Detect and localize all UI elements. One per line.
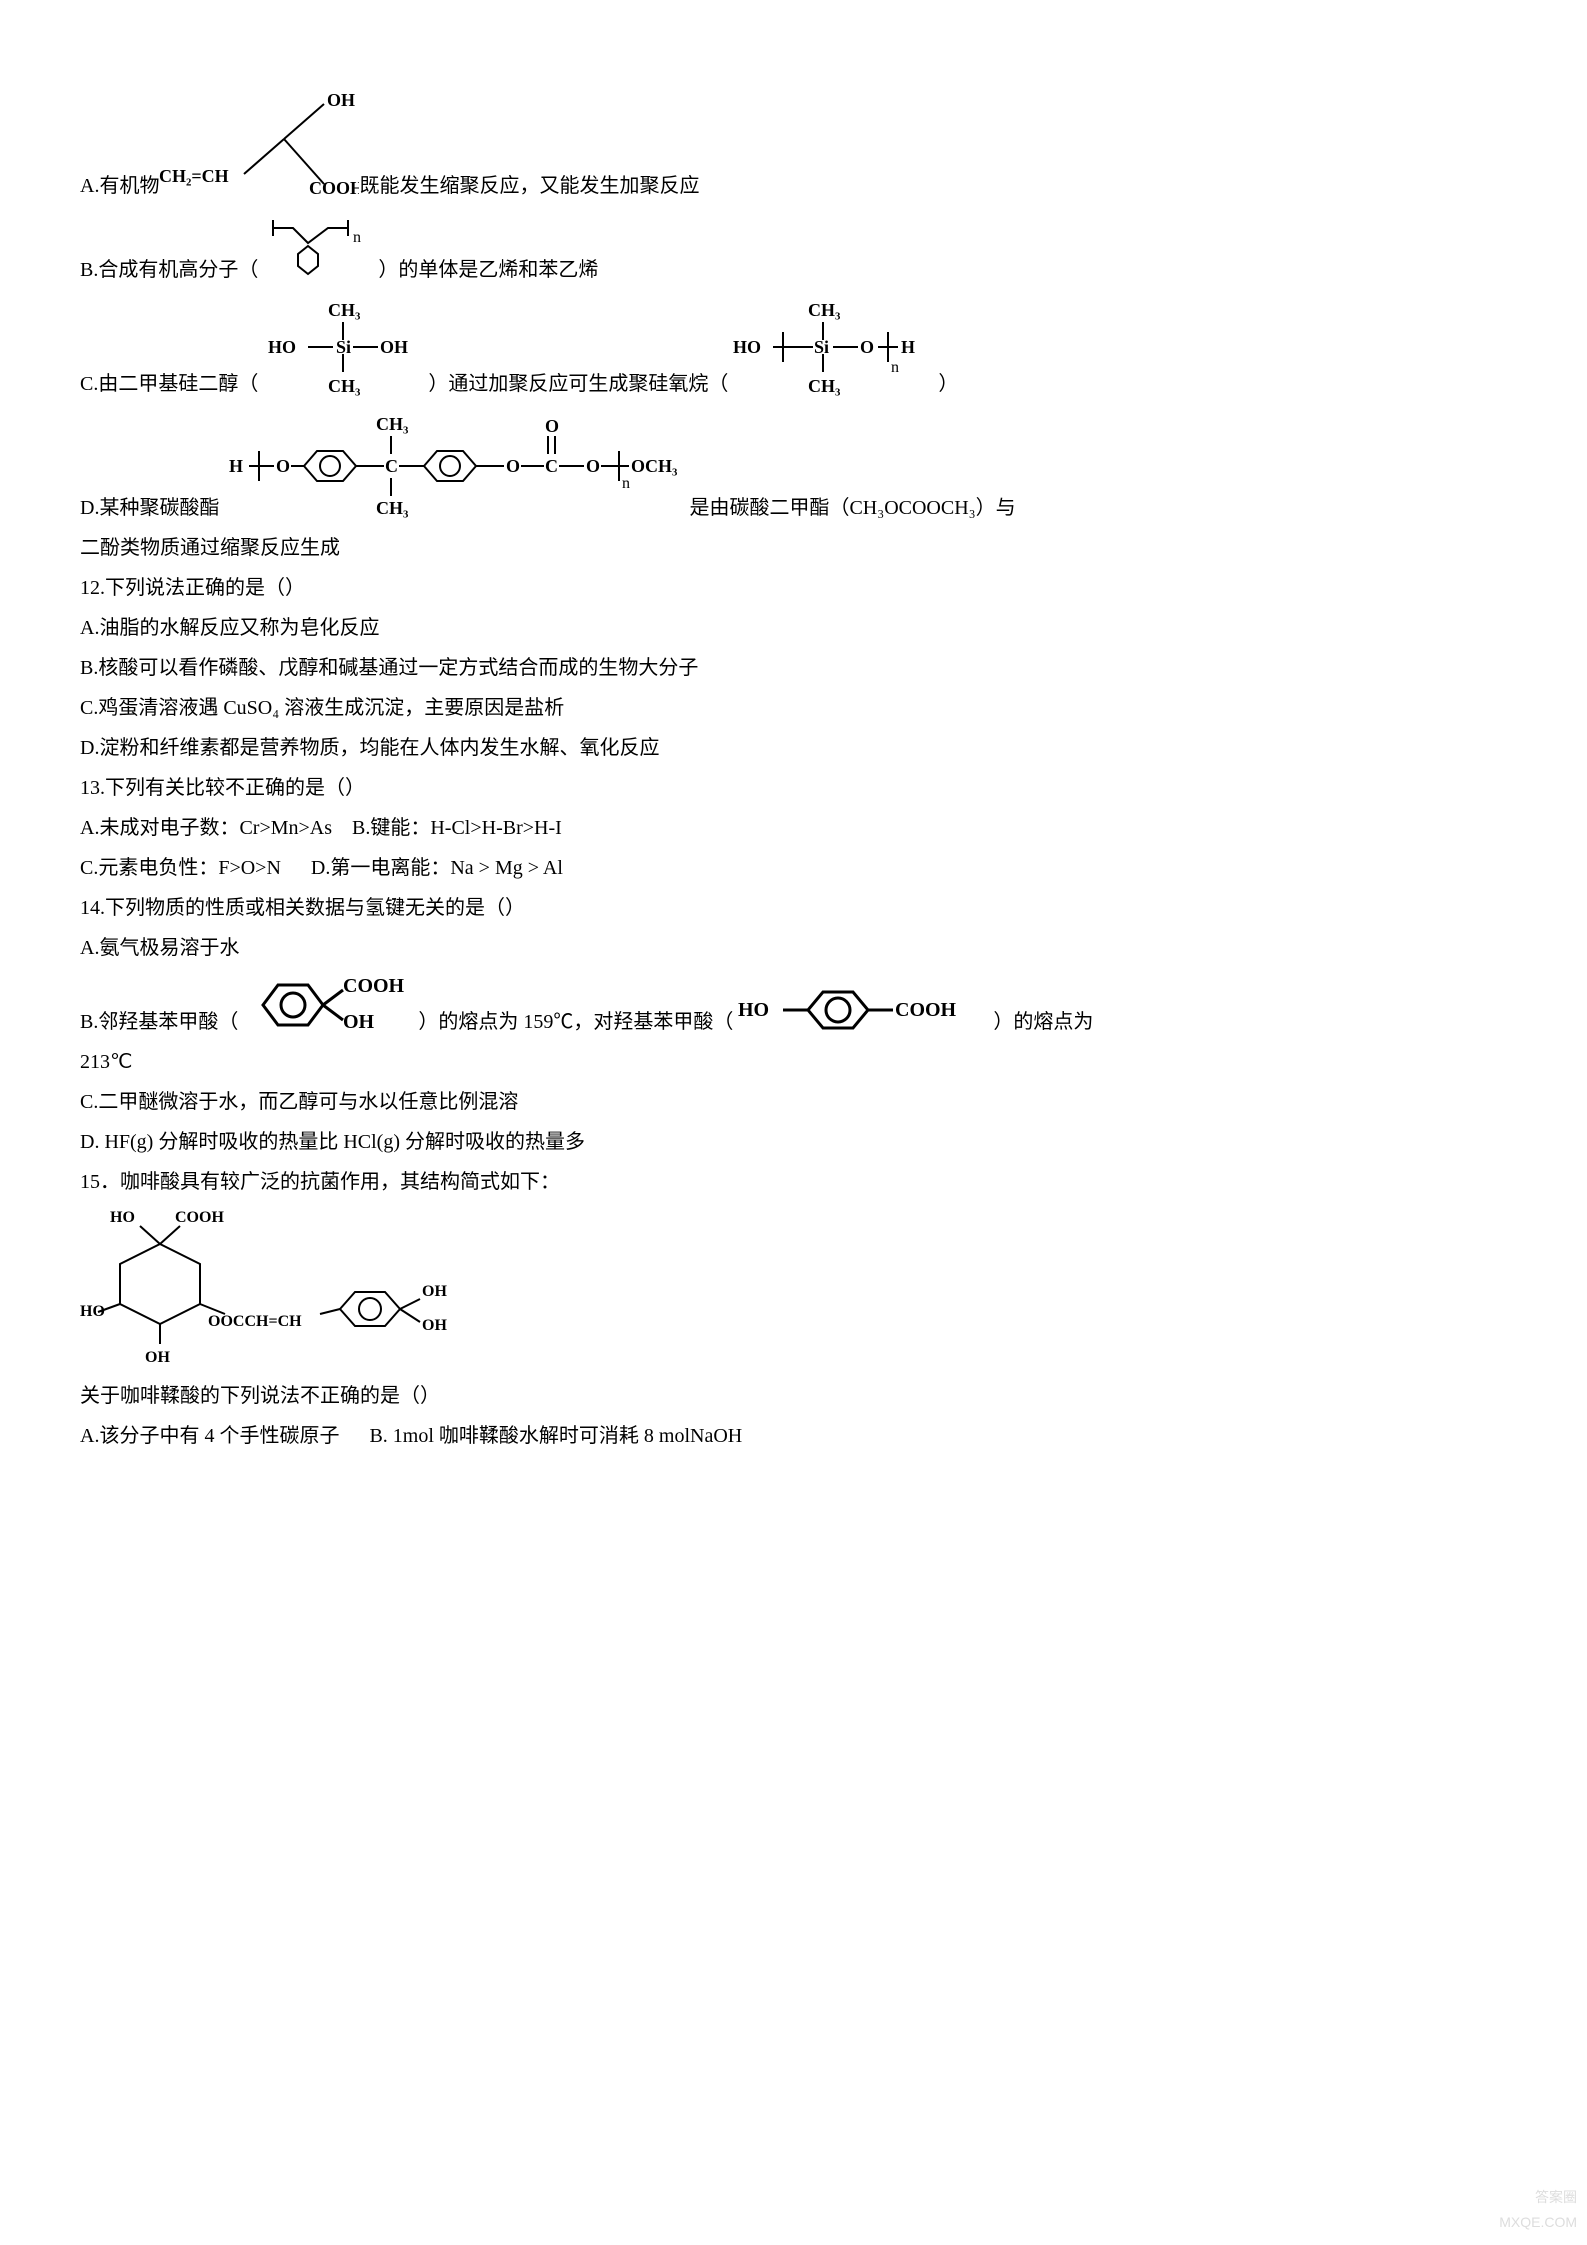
q12-A: A.油脂的水解反应又称为皂化反应 (80, 610, 1507, 646)
q11-option-C: C.由二甲基硅二醇（ CH₃ HO Si OH CH₃ ）通过加聚反应可生成聚硅… (80, 292, 1507, 402)
q11-D-post: 是由碳酸二甲酯（CH₃OCOOCH₃）与 (689, 490, 1015, 526)
q11-option-A: A.有机物 CH₂=CH OH COOH 既能发生缩聚反应，又能发生加聚反应 (80, 84, 1507, 204)
svg-text:H: H (229, 456, 243, 476)
q12-stem: 12.下列说法正确的是（） (80, 570, 1507, 606)
q15-row-AB: A.该分子中有 4 个手性碳原子 B. 1mol 咖啡鞣酸水解时可消耗 8 mo… (80, 1418, 1507, 1454)
structure-q14-B-para: HO COOH (733, 980, 993, 1040)
svg-text:O: O (506, 456, 520, 476)
watermark-l2: MXQE.COM (1499, 2210, 1577, 2235)
svg-text:OH: OH (422, 1283, 447, 1300)
q11-option-D: D.某种聚碳酸酯 H (80, 406, 1507, 526)
svg-text:OH: OH (422, 1317, 447, 1334)
svg-text:CH₃: CH₃ (376, 414, 409, 434)
q13-B: B.键能：H-Cl>H-Br>H-I (352, 810, 562, 846)
q15-stem: 15．咖啡酸具有较广泛的抗菌作用，其结构简式如下： (80, 1164, 1507, 1200)
svg-text:n: n (353, 229, 361, 246)
q11-B-mid: ）的单体是乙烯和苯乙烯 (378, 252, 598, 288)
q11-A-pre: A.有机物 (80, 168, 159, 204)
q14-B-pre: B.邻羟基苯甲酸（ (80, 1004, 238, 1040)
structure-q11-C-left: CH₃ HO Si OH CH₃ (258, 292, 428, 402)
svg-text:CH₃: CH₃ (376, 498, 409, 518)
q14-B-line2: 213℃ (80, 1044, 1507, 1080)
q11-C-pre: C.由二甲基硅二醇（ (80, 366, 258, 402)
svg-text:COOH: COOH (309, 178, 359, 198)
svg-text:Si: Si (814, 337, 829, 357)
q11-B-pre: B.合成有机高分子（ (80, 252, 258, 288)
svg-text:OOCCH=CH: OOCCH=CH (208, 1313, 302, 1330)
q11-D-line2: 二酚类物质通过缩聚反应生成 (80, 530, 1507, 566)
q13-stem: 13.下列有关比较不正确的是（） (80, 770, 1507, 806)
svg-text:Si: Si (336, 337, 351, 357)
q15-B: B. 1mol 咖啡鞣酸水解时可消耗 8 molNaOH (369, 1418, 742, 1454)
svg-text:CH₃: CH₃ (808, 376, 841, 396)
q15-structure-row: HO COOH HO OH OOCCH=CH OH OH (80, 1204, 1507, 1374)
q14-D: D. HF(g) 分解时吸收的热量比 HCl(g) 分解时吸收的热量多 (80, 1124, 1507, 1160)
svg-text:CH₃: CH₃ (328, 300, 361, 320)
structure-q11-B: n (258, 208, 378, 288)
svg-text:OH: OH (145, 1349, 170, 1366)
q12-B: B.核酸可以看作磷酸、戊醇和碱基通过一定方式结合而成的生物大分子 (80, 650, 1507, 686)
q11-A-post: 既能发生缩聚反应，又能发生加聚反应 (359, 168, 699, 204)
q14-B-post: ）的熔点为 (993, 1004, 1093, 1040)
svg-text:HO: HO (738, 999, 769, 1021)
svg-text:HO: HO (110, 1209, 135, 1226)
q15-line2: 关于咖啡鞣酸的下列说法不正确的是（） (80, 1378, 1507, 1414)
svg-text:OH: OH (327, 90, 355, 110)
svg-text:HO: HO (268, 337, 296, 357)
svg-text:HO: HO (733, 337, 761, 357)
q11-D-pre: D.某种聚碳酸酯 (80, 490, 219, 526)
svg-text:O: O (860, 337, 874, 357)
q12-C: C.鸡蛋清溶液遇 CuSO₄ 溶液生成沉淀，主要原因是盐析 (80, 690, 1507, 726)
structure-q15: HO COOH HO OH OOCCH=CH OH OH (80, 1204, 460, 1374)
q14-stem: 14.下列物质的性质或相关数据与氢键无关的是（） (80, 890, 1507, 926)
svg-text:OH: OH (343, 1011, 375, 1033)
svg-text:COOH: COOH (895, 999, 957, 1021)
q11-C-post: ） (938, 366, 958, 402)
q13-A: A.未成对电子数：Cr>Mn>As (80, 810, 332, 846)
svg-text:COOH: COOH (175, 1209, 224, 1226)
q11-option-B: B.合成有机高分子（ n ）的单体是乙烯和苯乙烯 (80, 208, 1507, 288)
svg-text:CH₃: CH₃ (808, 300, 841, 320)
structure-q11-C-right: CH₃ HO Si O H CH₃ n (728, 292, 938, 402)
svg-text:CH₂=CH: CH₂=CH (159, 166, 229, 186)
structure-q11-D: H O C CH₃ CH₃ O C O O n OCH₃ (219, 406, 689, 526)
structure-q11-A: CH₂=CH OH COOH (159, 84, 359, 204)
q13-row1: A.未成对电子数：Cr>Mn>As B.键能：H-Cl>H-Br>H-I (80, 810, 1507, 846)
watermark: 答案圈 MXQE.COM (1499, 2185, 1577, 2235)
svg-text:OH: OH (380, 337, 408, 357)
svg-text:O: O (276, 456, 290, 476)
q14-A: A.氨气极易溶于水 (80, 930, 1507, 966)
q11-C-mid: ）通过加聚反应可生成聚硅氧烷（ (428, 366, 728, 402)
svg-text:C: C (385, 456, 398, 476)
q13-row2: C.元素电负性：F>O>N D.第一电离能：Na > Mg > Al (80, 850, 1507, 886)
watermark-l1: 答案圈 (1499, 2185, 1577, 2210)
q12-D: D.淀粉和纤维素都是营养物质，均能在人体内发生水解、氧化反应 (80, 730, 1507, 766)
q13-C: C.元素电负性：F>O>N (80, 850, 281, 886)
q14-B: B.邻羟基苯甲酸（ COOH OH ）的熔点为 159℃，对羟基苯甲酸（ HO … (80, 970, 1507, 1040)
structure-q14-B-ortho: COOH OH (238, 970, 418, 1040)
q15-A: A.该分子中有 4 个手性碳原子 (80, 1418, 339, 1454)
q14-C: C.二甲醚微溶于水，而乙醇可与水以任意比例混溶 (80, 1084, 1507, 1120)
svg-text:n: n (891, 359, 899, 376)
q13-D: D.第一电离能：Na > Mg > Al (311, 850, 563, 886)
svg-text:COOH: COOH (343, 975, 405, 997)
svg-text:C: C (545, 456, 558, 476)
svg-text:HO: HO (80, 1303, 105, 1320)
svg-text:n: n (622, 475, 630, 492)
q14-B-mid: ）的熔点为 159℃，对羟基苯甲酸（ (418, 1004, 733, 1040)
svg-text:CH₃: CH₃ (328, 376, 361, 396)
svg-text:H: H (901, 337, 915, 357)
svg-text:OCH₃: OCH₃ (631, 456, 678, 476)
svg-text:O: O (586, 456, 600, 476)
svg-text:O: O (545, 416, 559, 436)
